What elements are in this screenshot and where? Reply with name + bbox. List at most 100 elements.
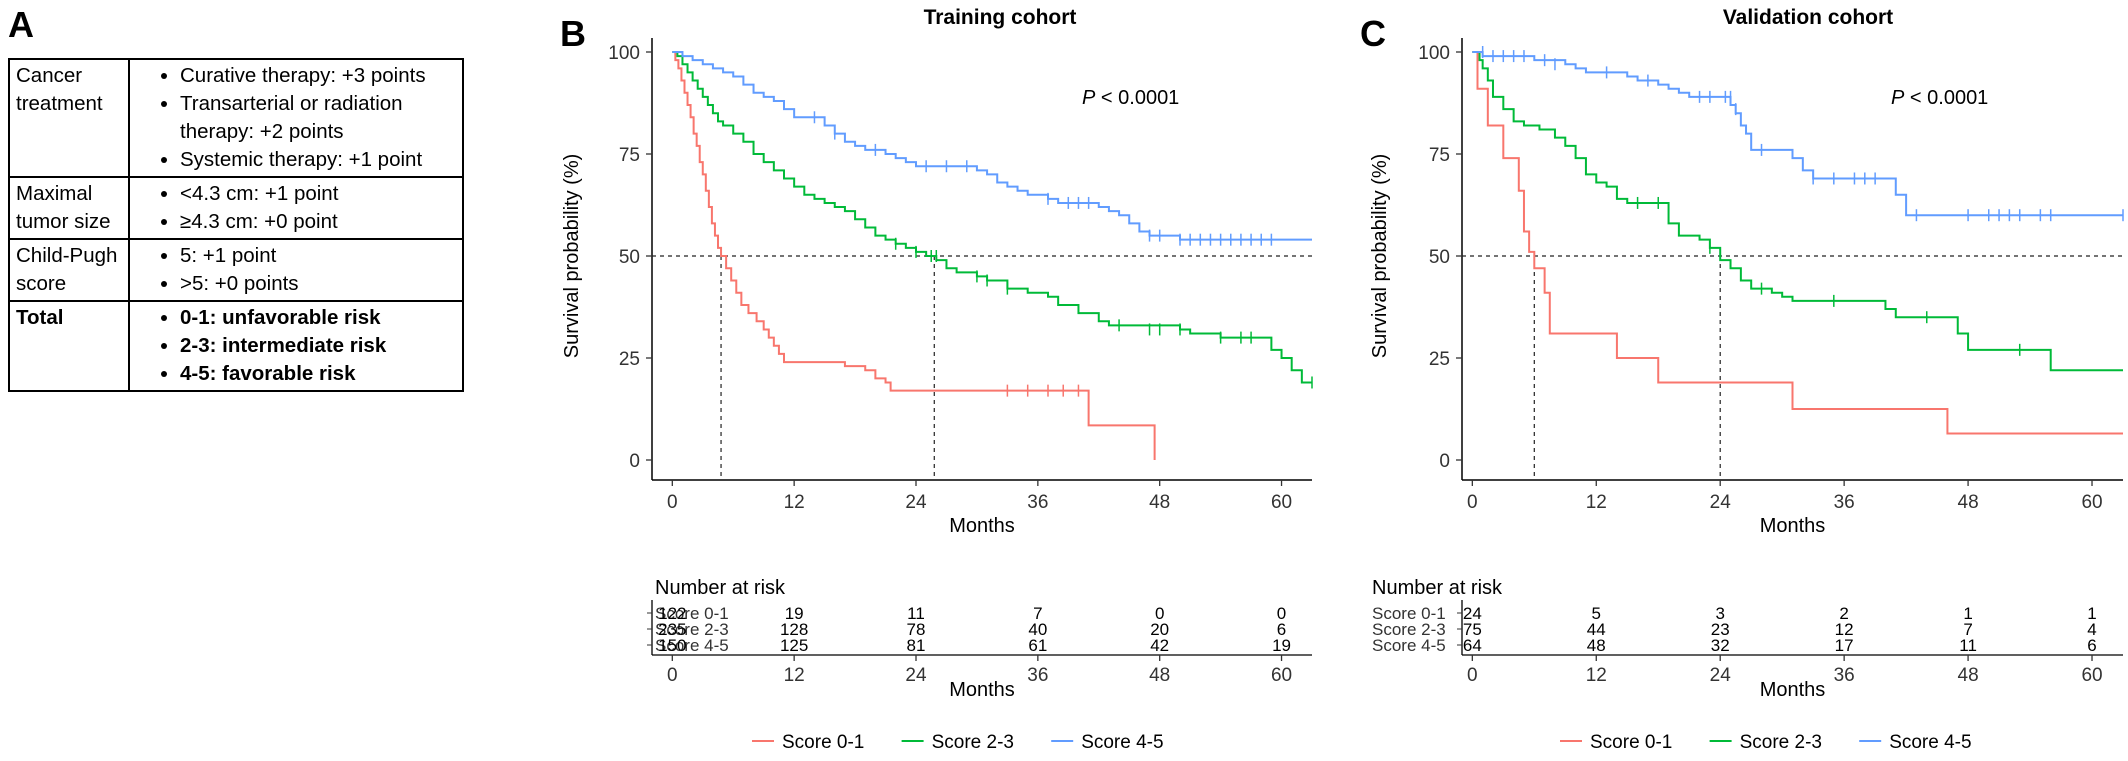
legend-label: Score 4-5: [1081, 732, 1163, 753]
p-value-label: P < 0.0001: [1891, 87, 1988, 109]
risk-x-tick-label: 0: [1467, 665, 1478, 686]
risk-x-tick-label: 48: [1958, 665, 1979, 686]
risk-x-axis-label: Months: [1760, 679, 1826, 701]
score-row: Maximal tumor size<4.3 cm: +1 point≥4.3 …: [8, 176, 464, 240]
chart-title: Training cohort: [924, 6, 1077, 29]
score-category: Maximal tumor size: [8, 176, 130, 240]
score-item: <4.3 cm: +1 point: [180, 180, 456, 208]
risk-row-label: Score 2-3: [1372, 620, 1446, 639]
x-axis-label: Months: [949, 515, 1015, 537]
legend-label: Score 2-3: [1740, 732, 1822, 753]
risk-count: 0: [1155, 604, 1164, 623]
risk-count: 235: [658, 620, 686, 639]
score-items: 0-1: unfavorable risk2-3: intermediate r…: [128, 300, 464, 392]
scoring-table: Cancer treatmentCurative therapy: +3 poi…: [8, 58, 464, 392]
risk-count: 128: [780, 620, 808, 639]
x-tick-label: 24: [1710, 492, 1732, 513]
risk-x-tick-label: 48: [1149, 665, 1170, 686]
score-item: Systemic therapy: +1 point: [180, 146, 456, 174]
score-item: ≥4.3 cm: +0 point: [180, 208, 456, 236]
x-tick-label: 12: [784, 492, 805, 513]
y-axis-label: Survival probability (%): [561, 154, 583, 359]
risk-count: 64: [1463, 636, 1482, 655]
score-items: 5: +1 point>5: +0 points: [128, 238, 464, 302]
score-row: Cancer treatmentCurative therapy: +3 poi…: [8, 58, 464, 178]
legend-label: Score 4-5: [1889, 732, 1971, 753]
risk-count: 78: [907, 620, 926, 639]
y-tick-label: 25: [619, 349, 640, 370]
panel-letter: B: [560, 13, 586, 54]
risk-count: 44: [1587, 620, 1606, 639]
risk-count: 42: [1150, 636, 1169, 655]
survival-curve-score-4-5: [672, 51, 1312, 241]
risk-x-tick-label: 36: [1027, 665, 1048, 686]
score-row: Total0-1: unfavorable risk2-3: intermedi…: [8, 300, 464, 392]
risk-count: 7: [1033, 604, 1042, 623]
risk-x-tick-label: 24: [1710, 665, 1732, 686]
risk-count: 40: [1028, 620, 1047, 639]
panel-letter: C: [1360, 13, 1386, 54]
score-item: 2-3: intermediate risk: [180, 332, 456, 360]
risk-count: 75: [1463, 620, 1482, 639]
risk-count: 81: [907, 636, 926, 655]
risk-row-label: Score 4-5: [1372, 636, 1446, 655]
risk-x-axis-label: Months: [949, 679, 1015, 701]
legend-label: Score 0-1: [1590, 732, 1672, 753]
score-item: Curative therapy: +3 points: [180, 62, 456, 90]
risk-count: 1: [2087, 604, 2096, 623]
risk-count: 17: [1835, 636, 1854, 655]
risk-count: 11: [1959, 636, 1977, 655]
risk-count: 125: [780, 636, 808, 655]
y-tick-label: 75: [619, 145, 640, 166]
legend-label: Score 0-1: [782, 732, 864, 753]
x-tick-label: 60: [1271, 492, 1292, 513]
risk-count: 23: [1711, 620, 1730, 639]
score-row: Child-Pugh score5: +1 point>5: +0 points: [8, 238, 464, 302]
x-tick-label: 48: [1958, 492, 1979, 513]
y-tick-label: 0: [1439, 451, 1450, 472]
risk-x-tick-label: 12: [1586, 665, 1607, 686]
x-tick-label: 24: [905, 492, 927, 513]
risk-count: 48: [1587, 636, 1606, 655]
risk-count: 24: [1463, 604, 1482, 623]
chart-title: Validation cohort: [1723, 6, 1893, 29]
score-items: <4.3 cm: +1 point≥4.3 cm: +0 point: [128, 176, 464, 240]
score-item: 5: +1 point: [180, 242, 456, 270]
risk-table-title: Number at risk: [655, 577, 786, 599]
survival-curve-score-2-3: [672, 51, 1312, 384]
y-tick-label: 100: [608, 43, 640, 64]
y-tick-label: 25: [1429, 349, 1450, 370]
survival-curve-score-0-1: [1472, 51, 2123, 435]
risk-count: 6: [2087, 636, 2096, 655]
score-category: Total: [8, 300, 130, 392]
score-item: 0-1: unfavorable risk: [180, 304, 456, 332]
score-category: Child-Pugh score: [8, 238, 130, 302]
p-value-label: P < 0.0001: [1082, 87, 1179, 109]
x-tick-label: 12: [1586, 492, 1607, 513]
survival-curve-score-4-5: [1472, 51, 2123, 217]
risk-count: 61: [1028, 636, 1047, 655]
x-tick-label: 48: [1149, 492, 1170, 513]
risk-count: 19: [785, 604, 804, 623]
risk-row-label: Score 2-3: [655, 620, 729, 639]
risk-count: 3: [1715, 604, 1724, 623]
risk-count: 122: [658, 604, 686, 623]
risk-x-tick-label: 24: [905, 665, 927, 686]
x-axis-label: Months: [1760, 515, 1826, 537]
risk-count: 19: [1272, 636, 1291, 655]
risk-count: 2: [1839, 604, 1848, 623]
risk-count: 1: [1963, 604, 1972, 623]
risk-row-label: Score 0-1: [1372, 604, 1446, 623]
risk-x-tick-label: 60: [2081, 665, 2102, 686]
score-items: Curative therapy: +3 pointsTransarterial…: [128, 58, 464, 178]
risk-count: 11: [907, 604, 925, 623]
risk-count: 0: [1277, 604, 1286, 623]
legend-label: Score 2-3: [932, 732, 1014, 753]
y-tick-label: 75: [1429, 145, 1450, 166]
x-tick-label: 0: [1467, 492, 1478, 513]
y-tick-label: 100: [1418, 43, 1450, 64]
x-tick-label: 36: [1834, 492, 1855, 513]
risk-count: 150: [658, 636, 686, 655]
